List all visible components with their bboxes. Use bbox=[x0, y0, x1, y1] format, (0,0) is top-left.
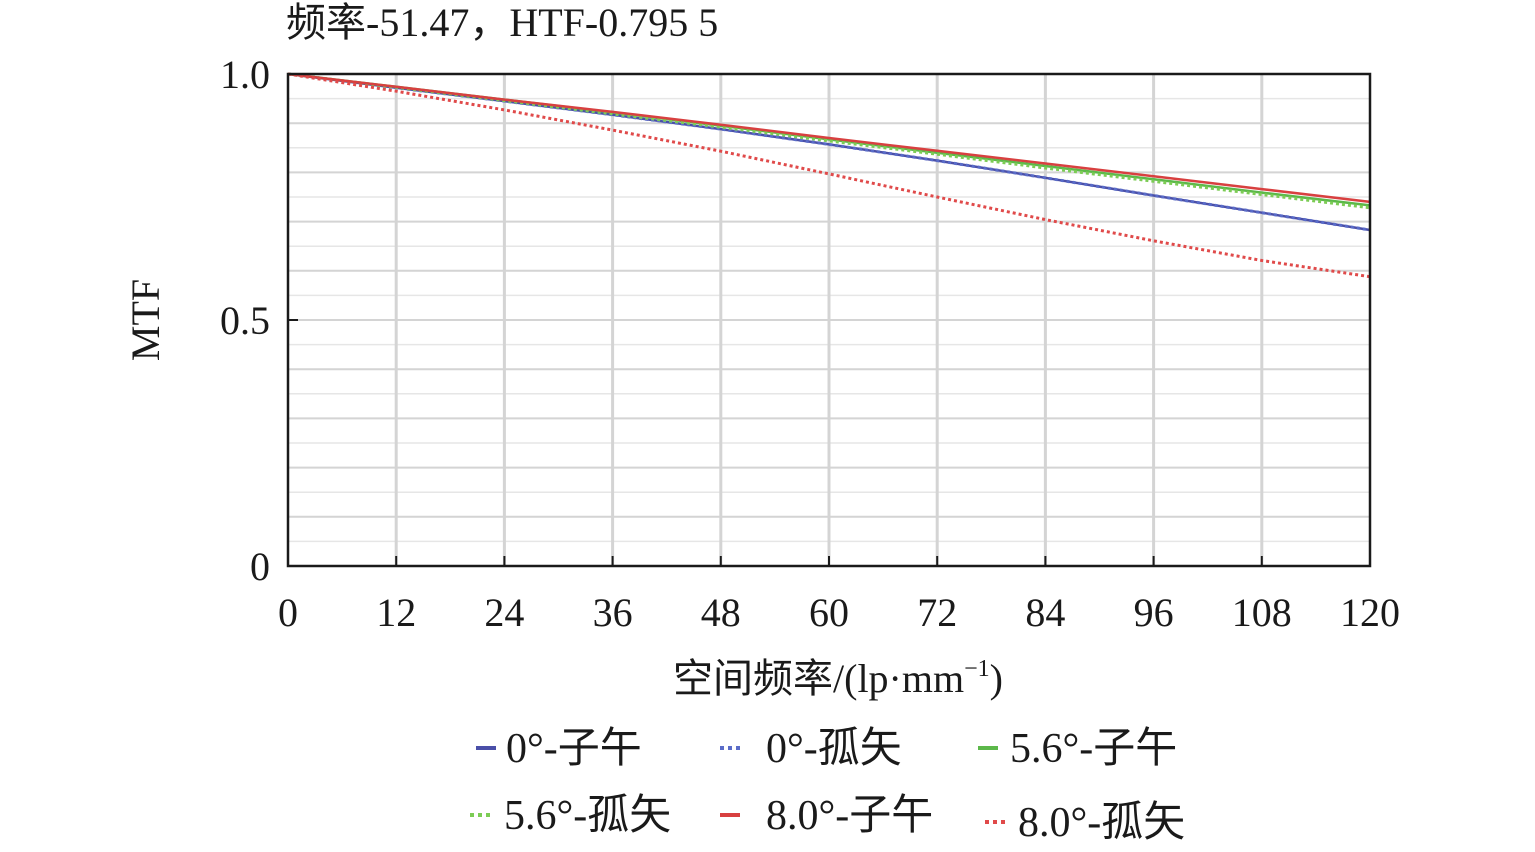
legend: 0°-子午 0°-孤矢 5.6°-子午 5.6°-孤矢 8.0°-子午 8.0°-孤矢 bbox=[470, 726, 1185, 846]
y-tick-label: 1.0 bbox=[220, 52, 270, 97]
major-grid bbox=[288, 74, 1370, 566]
y-tick-label: 0.5 bbox=[220, 298, 270, 343]
legend-label-3: 5.6°-孤矢 bbox=[504, 793, 671, 839]
x-axis-label-superscript: −1 bbox=[964, 656, 990, 682]
x-tick-label: 12 bbox=[376, 590, 416, 635]
x-tick-label: 120 bbox=[1340, 590, 1400, 635]
x-tick-label: 48 bbox=[701, 590, 741, 635]
x-axis-label-close: ) bbox=[990, 656, 1003, 701]
x-tick-label: 108 bbox=[1232, 590, 1292, 635]
y-tick-label: 0 bbox=[250, 544, 270, 589]
legend-label-2: 5.6°-子午 bbox=[1010, 726, 1177, 772]
y-axis-label: MTF bbox=[123, 279, 168, 361]
legend-label-1: 0°-孤矢 bbox=[766, 726, 902, 772]
series-layer bbox=[287, 72, 1371, 279]
x-tick-label: 96 bbox=[1134, 590, 1174, 635]
series-line-4 bbox=[287, 72, 1371, 204]
x-tick-label: 36 bbox=[593, 590, 633, 635]
x-tick-label: 72 bbox=[917, 590, 957, 635]
x-tick-label: 0 bbox=[278, 590, 298, 635]
x-tick-label: 84 bbox=[1025, 590, 1065, 635]
x-axis-label: 空间频率/(lp·mm−1) bbox=[673, 656, 1003, 701]
legend-label-0: 0°-子午 bbox=[506, 726, 642, 772]
legend-label-5: 8.0°-孤矢 bbox=[1018, 800, 1185, 846]
x-axis-ticks: 0 12 24 36 48 60 72 84 96 108 120 bbox=[278, 556, 1400, 635]
x-tick-label: 24 bbox=[484, 590, 524, 635]
chart-title: 频率-51.47，HTF-0.795 5 bbox=[286, 0, 718, 45]
y-axis-ticks: 0 0.5 1.0 bbox=[220, 52, 298, 589]
series-line-5 bbox=[287, 72, 1371, 279]
legend-label-4: 8.0°-子午 bbox=[766, 793, 933, 839]
x-axis-label-main: 空间频率/(lp·mm bbox=[673, 656, 964, 701]
x-tick-label: 60 bbox=[809, 590, 849, 635]
